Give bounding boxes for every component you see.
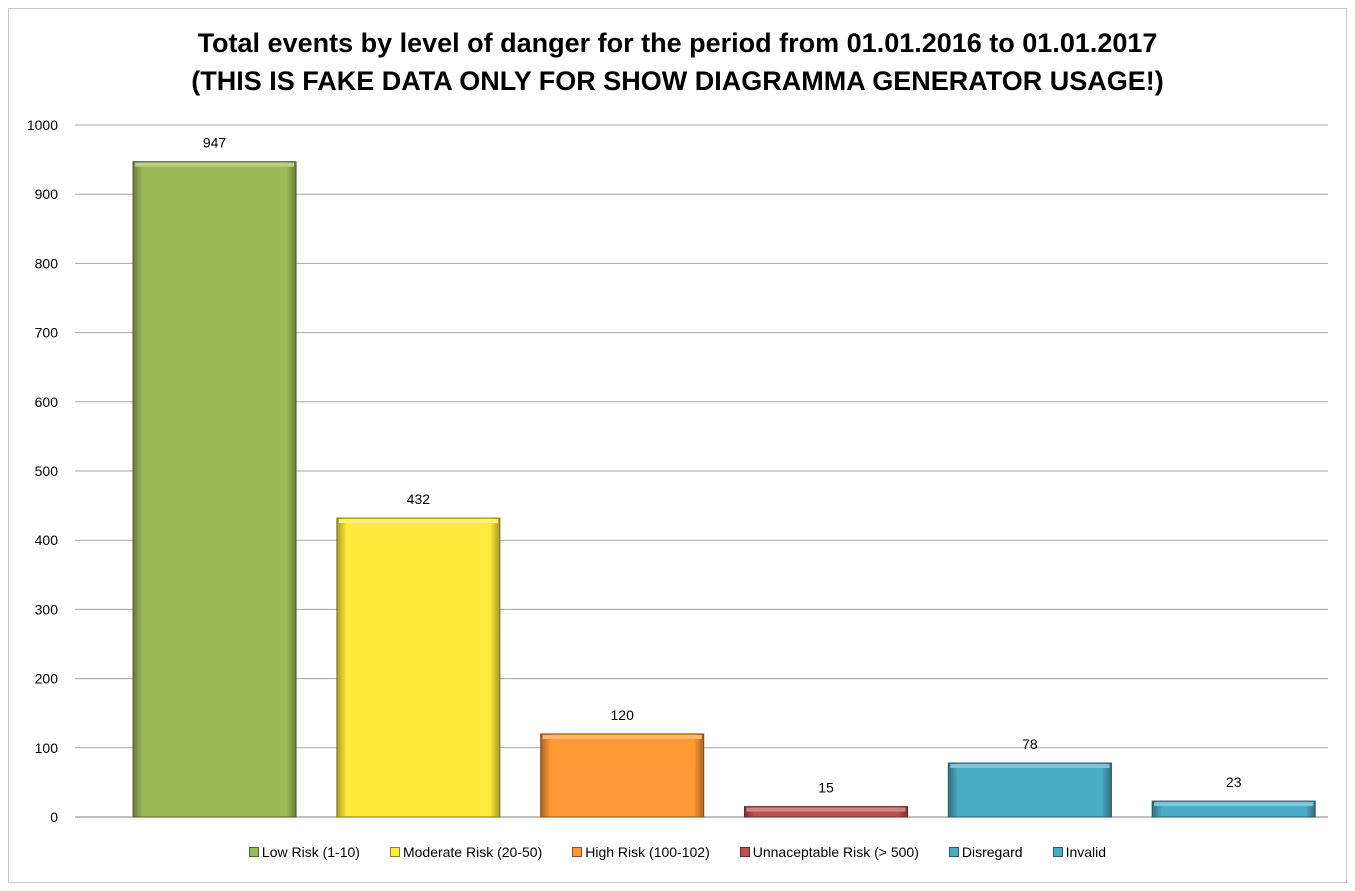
legend-label: Low Risk (1-10) — [261, 844, 360, 860]
data-label: 947 — [203, 135, 227, 151]
bar-highlight — [338, 519, 498, 524]
bar-highlight — [950, 764, 1110, 769]
data-label: 120 — [611, 707, 635, 723]
data-label: 23 — [1226, 774, 1242, 790]
chart-title-block: Total events by level of danger for the … — [0, 24, 1355, 100]
legend-label: Unnaceptable Risk (> 500) — [752, 844, 919, 860]
legend-item: Low Risk (1-10) — [248, 844, 360, 860]
y-tick-label: 200 — [35, 671, 59, 687]
bar-highlight — [746, 807, 906, 812]
legend-item: Disregard — [948, 844, 1023, 860]
y-tick-label: 300 — [35, 601, 59, 617]
y-tick-label: 400 — [35, 532, 59, 548]
legend-label: Disregard — [961, 844, 1023, 860]
y-tick-label: 500 — [35, 463, 59, 479]
bar-highlight — [1154, 802, 1314, 807]
bar — [336, 517, 501, 818]
chart-subtitle: (THIS IS FAKE DATA ONLY FOR SHOW DIAGRAM… — [191, 66, 1164, 96]
legend-item: Invalid — [1052, 844, 1107, 860]
legend-label: High Risk (100-102) — [585, 844, 710, 860]
legend-item: Moderate Risk (20-50) — [389, 844, 543, 860]
bar — [540, 733, 705, 818]
legend-item: High Risk (100-102) — [572, 844, 710, 860]
legend-item: Unnaceptable Risk (> 500) — [739, 844, 919, 860]
bar-highlight — [135, 162, 295, 167]
chart-title: Total events by level of danger for the … — [197, 28, 1158, 58]
legend: Low Risk (1-10) Moderate Risk (20-50) High… — [0, 844, 1355, 860]
y-tick-label: 700 — [35, 325, 59, 341]
bar-highlight — [542, 734, 702, 739]
bar — [744, 806, 909, 818]
bars — [132, 161, 1316, 818]
y-tick-label: 1000 — [27, 117, 58, 133]
data-labels: 947 432 120 15 78 23 — [203, 135, 1242, 796]
y-tick-label: 600 — [35, 394, 59, 410]
bar — [947, 762, 1112, 818]
legend-label: Invalid — [1065, 844, 1107, 860]
legend-swatch — [389, 847, 400, 857]
bar — [132, 161, 297, 818]
legend-swatch — [739, 847, 750, 857]
legend-swatch — [572, 847, 583, 857]
y-tick-label: 900 — [35, 186, 59, 202]
legend-label: Moderate Risk (20-50) — [402, 844, 543, 860]
legend-swatch — [948, 847, 959, 857]
legend-swatch — [1052, 847, 1063, 857]
data-label: 78 — [1022, 736, 1038, 752]
data-label: 432 — [407, 491, 431, 507]
y-tick-label: 800 — [35, 255, 59, 271]
data-label: 15 — [818, 780, 834, 796]
y-tick-label: 100 — [35, 740, 59, 756]
y-axis-ticks: 0 100 200 300 400 500 600 700 800 900 1000 — [27, 117, 58, 825]
legend-swatch — [248, 847, 259, 857]
y-tick-label: 0 — [50, 809, 58, 825]
